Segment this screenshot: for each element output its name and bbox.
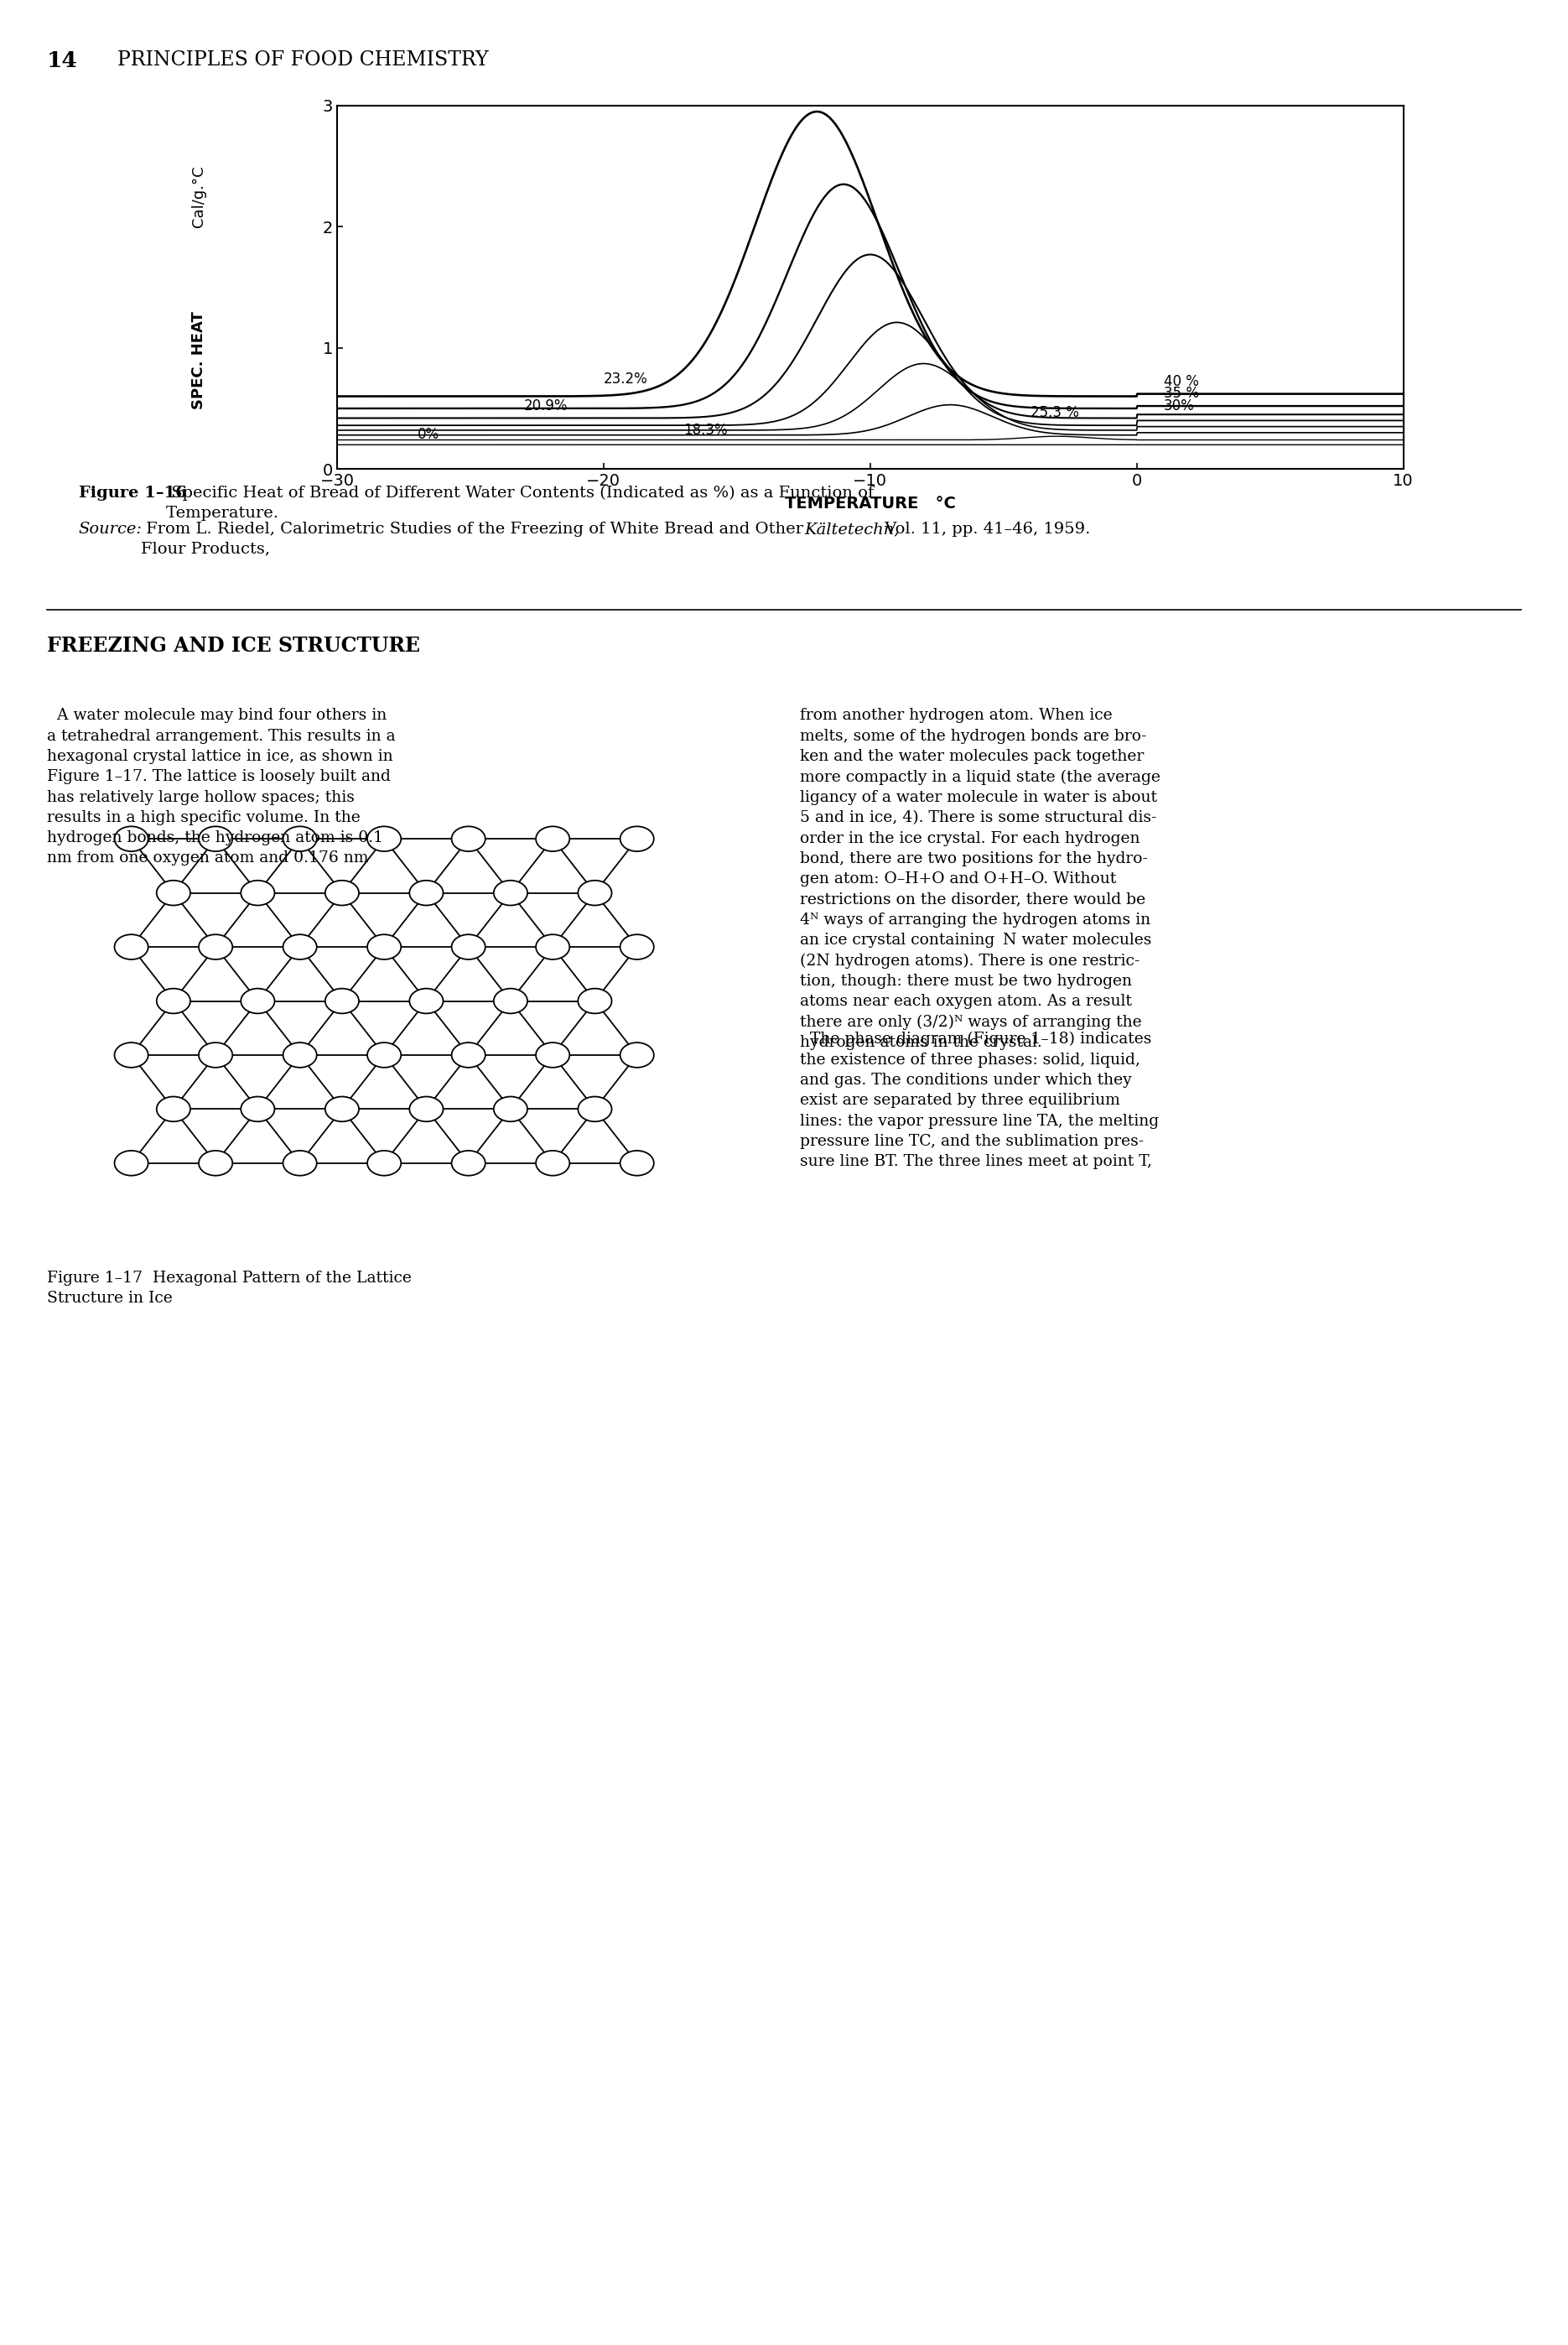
- Text: Kältetechn,: Kältetechn,: [804, 521, 900, 537]
- Circle shape: [494, 990, 527, 1013]
- Circle shape: [199, 1151, 232, 1175]
- Text: 0%: 0%: [417, 427, 439, 443]
- Circle shape: [536, 1151, 569, 1175]
- Text: 25.3 %: 25.3 %: [1030, 406, 1079, 420]
- Text: Figure 1–16: Figure 1–16: [78, 485, 187, 499]
- Text: 35 %: 35 %: [1163, 387, 1198, 401]
- Text: Cal/g.°C: Cal/g.°C: [191, 166, 205, 227]
- Text: Vol. 11, pp. 41–46, 1959.: Vol. 11, pp. 41–46, 1959.: [880, 521, 1090, 537]
- Circle shape: [114, 1151, 147, 1175]
- Circle shape: [241, 990, 274, 1013]
- Text: Figure 1–17  Hexagonal Pattern of the Lattice
Structure in Ice: Figure 1–17 Hexagonal Pattern of the Lat…: [47, 1271, 412, 1306]
- Circle shape: [367, 1151, 401, 1175]
- Circle shape: [494, 879, 527, 905]
- Circle shape: [409, 879, 444, 905]
- Circle shape: [621, 1151, 654, 1175]
- Text: 18.3%: 18.3%: [684, 422, 728, 439]
- Text: 20.9%: 20.9%: [524, 399, 568, 413]
- Circle shape: [621, 933, 654, 959]
- Circle shape: [282, 1044, 317, 1067]
- Circle shape: [325, 1097, 359, 1121]
- Circle shape: [452, 933, 485, 959]
- Circle shape: [367, 825, 401, 851]
- Text: PRINCIPLES OF FOOD CHEMISTRY: PRINCIPLES OF FOOD CHEMISTRY: [118, 49, 489, 70]
- Circle shape: [409, 1097, 444, 1121]
- Circle shape: [452, 825, 485, 851]
- Text: A water molecule may bind four others in
a tetrahedral arrangement. This results: A water molecule may bind four others in…: [47, 708, 395, 865]
- Circle shape: [367, 1044, 401, 1067]
- Circle shape: [621, 825, 654, 851]
- Circle shape: [579, 1097, 612, 1121]
- Circle shape: [282, 1151, 317, 1175]
- Circle shape: [282, 825, 317, 851]
- Circle shape: [114, 1044, 147, 1067]
- Circle shape: [536, 933, 569, 959]
- Text: Source:: Source:: [78, 521, 143, 537]
- Text: Specific Heat of Bread of Different Water Contents (Indicated as %) as a Functio: Specific Heat of Bread of Different Wate…: [166, 485, 873, 521]
- Circle shape: [579, 990, 612, 1013]
- Circle shape: [241, 879, 274, 905]
- Circle shape: [157, 1097, 190, 1121]
- Text: 14: 14: [47, 49, 78, 70]
- Circle shape: [579, 879, 612, 905]
- Circle shape: [367, 933, 401, 959]
- Text: The phase diagram (Figure 1–18) indicates
the existence of three phases: solid, : The phase diagram (Figure 1–18) indicate…: [800, 1032, 1159, 1170]
- Circle shape: [621, 1044, 654, 1067]
- Circle shape: [325, 990, 359, 1013]
- Text: SPEC. HEAT: SPEC. HEAT: [191, 312, 205, 408]
- Circle shape: [325, 879, 359, 905]
- Text: 30%: 30%: [1163, 399, 1195, 413]
- Circle shape: [494, 1097, 527, 1121]
- Circle shape: [114, 933, 147, 959]
- Circle shape: [199, 1044, 232, 1067]
- Circle shape: [536, 1044, 569, 1067]
- Circle shape: [157, 990, 190, 1013]
- Circle shape: [199, 933, 232, 959]
- Circle shape: [114, 825, 147, 851]
- Circle shape: [282, 933, 317, 959]
- Circle shape: [241, 1097, 274, 1121]
- Circle shape: [409, 990, 444, 1013]
- Circle shape: [536, 825, 569, 851]
- Text: 23.2%: 23.2%: [604, 371, 648, 387]
- Text: 40 %: 40 %: [1163, 373, 1198, 389]
- Circle shape: [452, 1044, 485, 1067]
- Text: FREEZING AND ICE STRUCTURE: FREEZING AND ICE STRUCTURE: [47, 635, 420, 657]
- X-axis label: TEMPERATURE   °C: TEMPERATURE °C: [784, 497, 956, 511]
- Text: from another hydrogen atom. When ice
melts, some of the hydrogen bonds are bro-
: from another hydrogen atom. When ice mel…: [800, 708, 1160, 1051]
- Text: From L. Riedel, Calorimetric Studies of the Freezing of White Bread and Other
Fl: From L. Riedel, Calorimetric Studies of …: [141, 521, 803, 556]
- Circle shape: [452, 1151, 485, 1175]
- Circle shape: [199, 825, 232, 851]
- Circle shape: [157, 879, 190, 905]
